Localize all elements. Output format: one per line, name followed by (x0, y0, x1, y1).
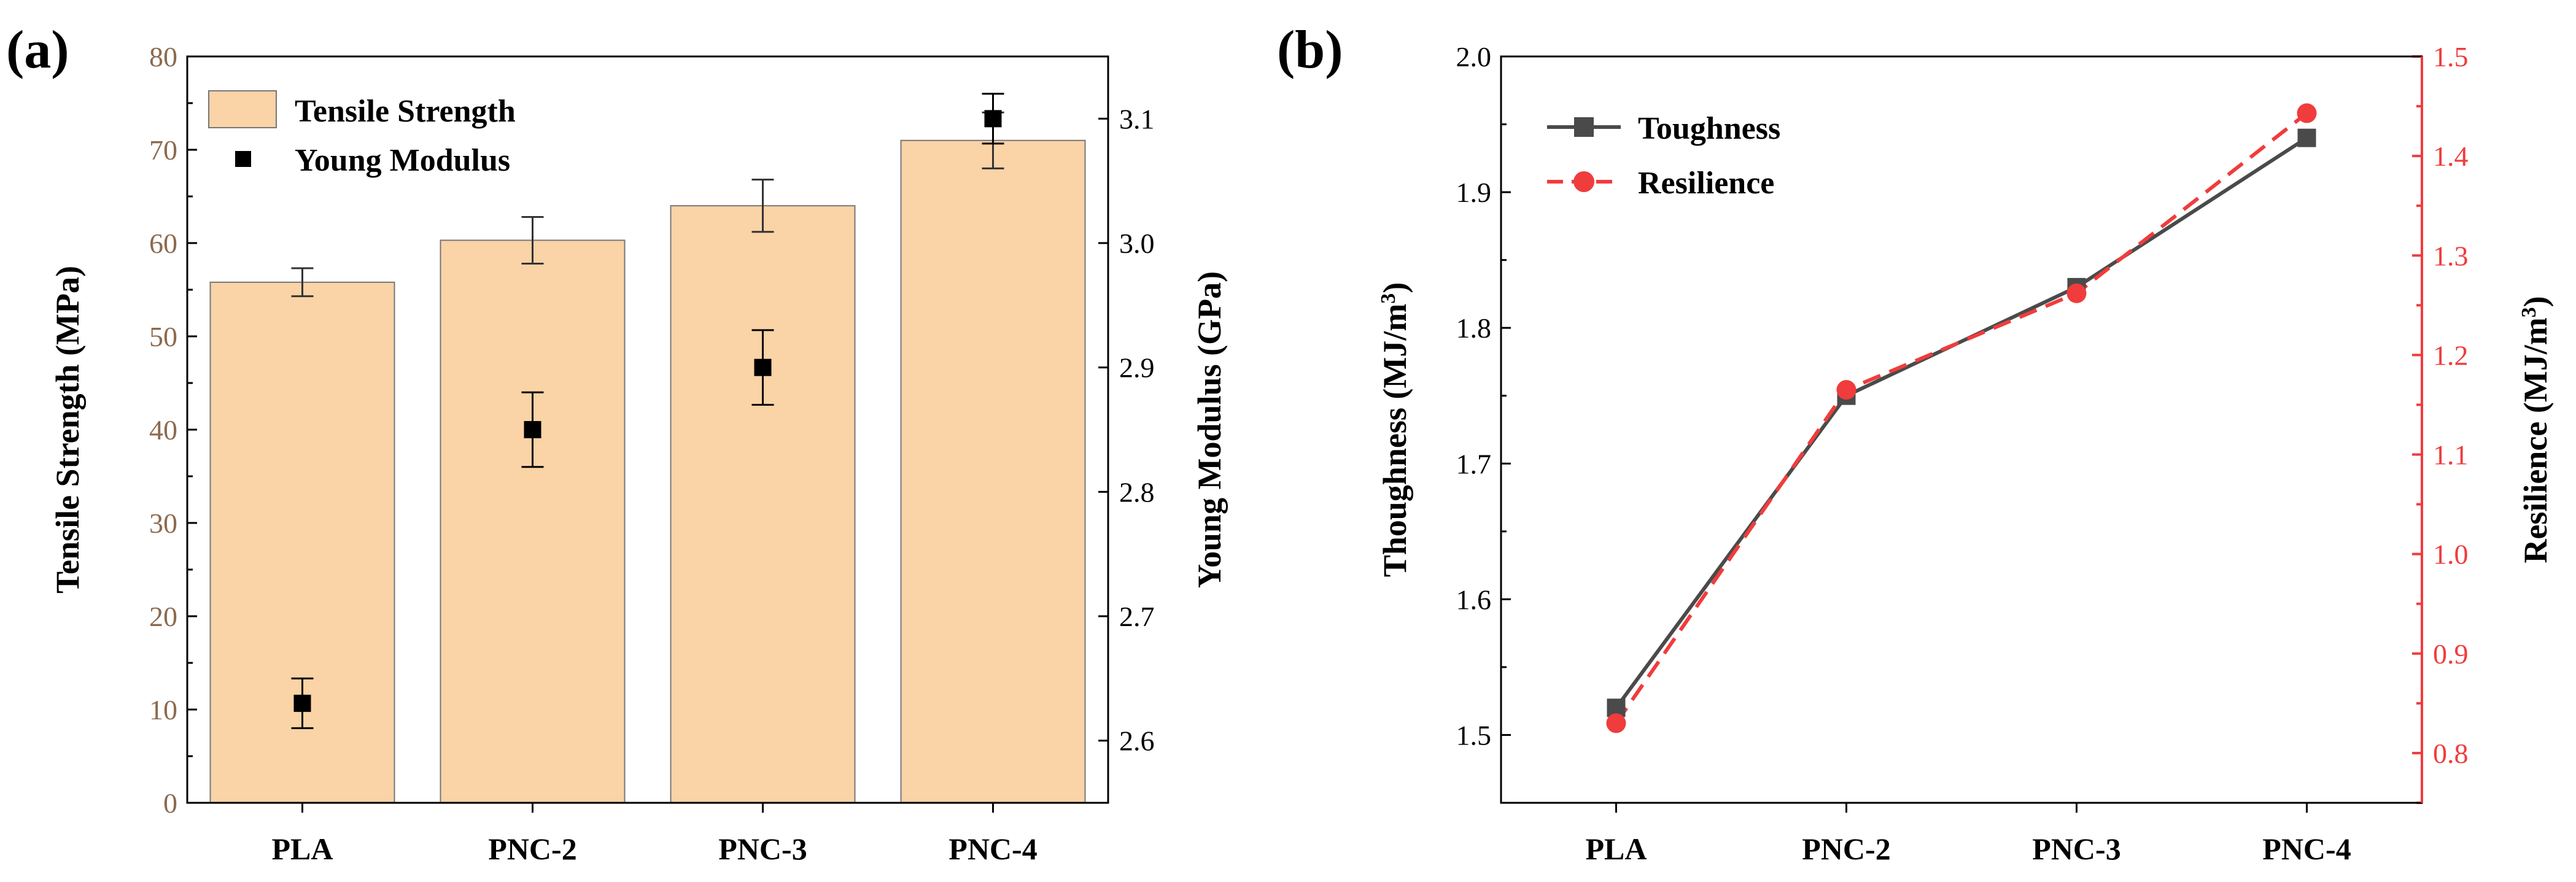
series-layer (1606, 103, 2317, 733)
y-axis-title-left-b-base: Thoughness (MJ/m (1376, 304, 1413, 578)
y2-tick-label: 3.0 (1119, 228, 1155, 259)
y2-tick-label: 1.2 (2433, 339, 2469, 371)
y-tick-label: 1.9 (1456, 177, 1492, 208)
y2-tick-label: 1.4 (2433, 141, 2469, 172)
chart-b: (b) 1.5 1.6 1.7 1.8 1.9 2.0 0.8 0.9 1.0 1.1 1.2 1.3… (1277, 20, 2554, 866)
y-axis-title-left-b-close: ) (1376, 282, 1413, 293)
legend-swatch-tensile (208, 90, 277, 128)
y2-tick-label: 1.1 (2433, 439, 2469, 471)
resilience-point (1606, 713, 1626, 733)
y2-tick-label: 3.1 (1119, 103, 1155, 134)
panel-b-label: (b) (1277, 20, 1343, 80)
y-tick-label: 50 (149, 321, 177, 352)
legend-marker-young (235, 151, 251, 167)
legend-marker-toughness (1574, 117, 1594, 137)
y2-tick-label: 2.6 (1119, 725, 1155, 757)
panel-a-label: (a) (6, 20, 69, 80)
axis-ticks: 1.5 1.6 1.7 1.8 1.9 2.0 0.8 0.9 1.0 1.1 1.2 1.3 1.4 1… (1456, 41, 2469, 866)
bar (670, 205, 856, 803)
points-layer (291, 93, 1004, 729)
x-tick-label: PNC-3 (2032, 832, 2120, 866)
x-tick-label: PLA (272, 832, 333, 866)
data-point (524, 421, 541, 438)
y2-tick-label: 2.8 (1119, 476, 1155, 508)
y2-tick-label: 2.9 (1119, 352, 1155, 384)
legend-label-resilience: Resilience (1638, 166, 1774, 201)
data-point (754, 358, 772, 376)
legend-label-tensile: Tensile Strength (295, 94, 516, 129)
legend-label-toughness: Toughness (1638, 111, 1780, 146)
y-axis-title-right-b: Resilience (MJ/m3) (2517, 296, 2554, 563)
plot-frame-a (186, 55, 1109, 804)
data-point (984, 110, 1002, 128)
data-point (293, 694, 311, 712)
y-axis-title-right-b-exp: 3 (2518, 307, 2540, 317)
legend-b: Toughness Resilience (1547, 111, 1780, 201)
y-axis-title-left-b: Thoughness (MJ/m3) (1376, 282, 1413, 578)
resilience-line (1615, 112, 2308, 724)
y-tick-label: 60 (149, 228, 177, 259)
y-tick-label: 40 (149, 414, 177, 446)
y-tick-label: 2.0 (1456, 41, 1492, 72)
y2-tick-label: 0.9 (2433, 638, 2469, 670)
x-tick-label: PNC-2 (488, 832, 576, 866)
resilience-point (1836, 380, 1856, 400)
y-axis-title-left-b-exp: 3 (1377, 293, 1400, 304)
y-tick-label: 30 (149, 508, 177, 539)
y-axis-title-right-b-close: ) (2517, 296, 2554, 307)
y-tick-label: 0 (163, 787, 177, 819)
y-tick-label: 20 (149, 601, 177, 632)
resilience-point (2066, 283, 2087, 303)
y-axis-title-right-b-base: Resilience (MJ/m (2517, 317, 2554, 563)
toughness-point (2297, 128, 2316, 147)
y2-tick-label: 0.8 (2433, 738, 2469, 769)
legend-marker-resilience (1573, 171, 1594, 192)
bars-layer (209, 111, 1086, 803)
y-tick-label: 70 (149, 134, 177, 166)
x-tick-label: PNC-3 (718, 832, 807, 866)
chart-a: (a) 0 10 20 30 40 50 60 70 80 2.6 2.7 2.8 2.9 3.0 3.1 P… (6, 20, 1228, 866)
legend-label-young: Young Modulus (295, 143, 510, 178)
y2-tick-label: 2.7 (1119, 601, 1155, 632)
y-tick-label: 1.5 (1456, 719, 1492, 751)
bar (440, 239, 626, 803)
axis-ticks: 0 10 20 30 40 50 60 70 80 2.6 2.7 2.8 2.9 3.0 3.1 PLA PN… (149, 41, 1155, 866)
x-tick-label: PNC-4 (949, 832, 1037, 866)
y2-tick-label: 1.5 (2433, 41, 2469, 72)
y2-tick-label: 1.0 (2433, 539, 2469, 570)
x-tick-label: PLA (1586, 832, 1647, 866)
y-tick-label: 1.6 (1456, 584, 1492, 615)
resilience-point (2297, 103, 2317, 123)
x-tick-label: PNC-4 (2262, 832, 2351, 866)
x-tick-label: PNC-2 (1802, 832, 1890, 866)
y-axis-title-left-a: Tensile Strength (MPa) (49, 266, 86, 594)
y2-tick-label: 1.3 (2433, 240, 2469, 271)
y-tick-label: 10 (149, 694, 177, 725)
y-tick-label: 1.8 (1456, 312, 1492, 344)
y-tick-label: 80 (149, 41, 177, 72)
legend-a: Tensile Strength Young Modulus (208, 90, 516, 178)
bar (900, 139, 1086, 803)
y-axis-title-right-a: Young Modulus (GPa) (1191, 271, 1228, 588)
toughness-line (1615, 136, 2308, 710)
y-tick-label: 1.7 (1456, 448, 1492, 479)
